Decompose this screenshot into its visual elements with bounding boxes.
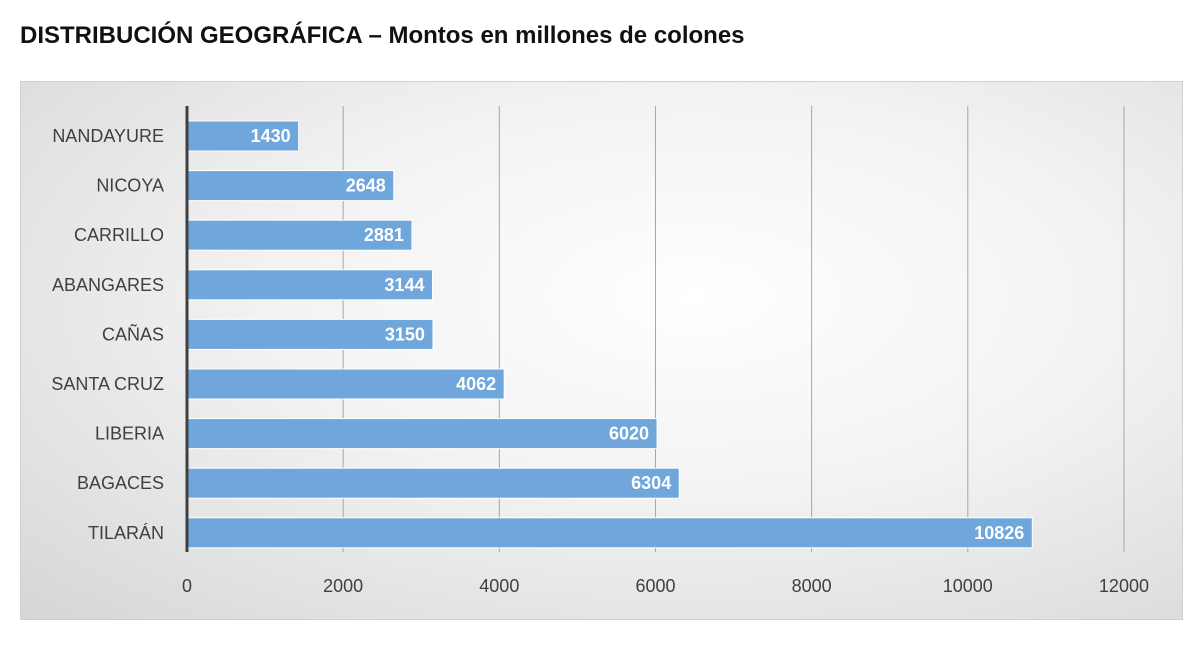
category-label: TILARÁN — [88, 523, 164, 543]
x-tick-label: 6000 — [635, 576, 675, 596]
category-label: CARRILLO — [74, 225, 164, 245]
category-label: NANDAYURE — [52, 126, 164, 146]
x-tick-label: 10000 — [943, 576, 993, 596]
bar — [186, 219, 413, 251]
data-label: 4062 — [456, 374, 496, 394]
x-tick-label: 8000 — [792, 576, 832, 596]
chart-title: DISTRIBUCIÓN GEOGRÁFICA – Montos en mill… — [20, 22, 745, 49]
data-label: 2648 — [346, 176, 386, 196]
bar — [186, 318, 434, 350]
data-label: 10826 — [974, 523, 1024, 543]
category-label: LIBERIA — [95, 424, 164, 444]
bar — [186, 418, 658, 450]
category-label: BAGACES — [77, 473, 164, 493]
plot-area: 1430 2648 2881 3144 3150 4062 6020 6304 10826 0 2… — [20, 81, 1183, 620]
x-tick-label: 4000 — [479, 576, 519, 596]
x-tick-label: 2000 — [323, 576, 363, 596]
data-label: 3150 — [385, 324, 425, 344]
bar — [186, 517, 1033, 549]
category-label: ABANGARES — [52, 275, 164, 295]
bar-chart: 1430 2648 2881 3144 3150 4062 6020 6304 10826 0 2… — [51, 106, 1149, 596]
x-tick-label: 0 — [182, 576, 192, 596]
axes: 0 2000 4000 6000 8000 10000 12000 NANDAYURE NICO… — [51, 106, 1149, 596]
category-label: NICOYA — [96, 176, 164, 196]
bars: 1430 2648 2881 3144 3150 4062 6020 6304 10826 — [186, 120, 1033, 549]
data-label: 6304 — [631, 473, 671, 493]
data-label: 6020 — [609, 424, 649, 444]
bar — [186, 120, 300, 152]
bar — [186, 467, 680, 499]
bar — [186, 269, 433, 301]
bar — [186, 368, 505, 400]
category-label: SANTA CRUZ — [51, 374, 164, 394]
data-label: 3144 — [384, 275, 424, 295]
x-tick-label: 12000 — [1099, 576, 1149, 596]
data-label: 2881 — [364, 225, 404, 245]
data-label: 1430 — [251, 126, 291, 146]
category-label: CAÑAS — [102, 323, 164, 344]
